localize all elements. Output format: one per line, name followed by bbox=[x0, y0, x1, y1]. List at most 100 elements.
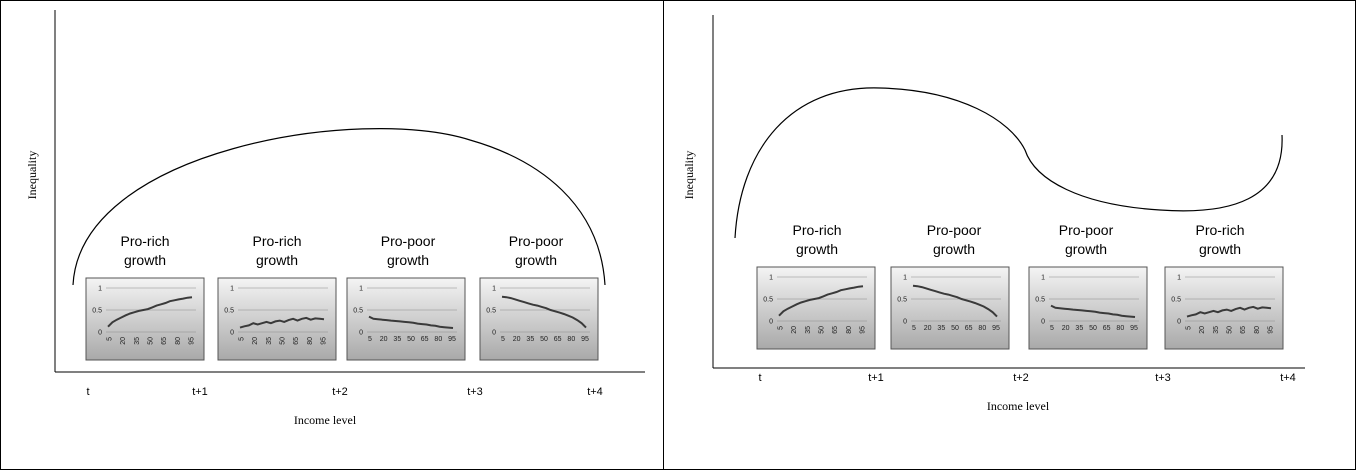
left-panel: Inequality Income level t t+1 t+2 t+3 t+… bbox=[25, 10, 645, 427]
x-axis-label: Income level bbox=[294, 413, 357, 427]
phase-label-3b: growth bbox=[1065, 241, 1107, 257]
mini-xtick-label: 80 bbox=[1254, 326, 1261, 334]
phase-label-4b: growth bbox=[1199, 241, 1241, 257]
mini-xtick-label: 95 bbox=[1268, 326, 1275, 334]
time-tick-t2: t+2 bbox=[1013, 372, 1029, 384]
mini-xtick-label: 20 bbox=[791, 326, 798, 334]
mini-series-line bbox=[239, 316, 325, 329]
phase-label-2b: growth bbox=[933, 241, 975, 257]
mini-xtick-label: 20 bbox=[120, 337, 127, 345]
mini-xtick-label: 35 bbox=[526, 336, 534, 343]
mini-ytick-label: 0 bbox=[1041, 319, 1045, 326]
mini-xtick-label: 95 bbox=[1130, 325, 1138, 332]
mini-xtick-label: 80 bbox=[567, 336, 575, 343]
phase-label-1b: growth bbox=[796, 241, 838, 257]
mini-xtick-label: 20 bbox=[1062, 325, 1070, 332]
mini-xtick-label: 5 bbox=[912, 325, 916, 332]
y-axis-label: Inequality bbox=[25, 151, 39, 200]
mini-ytick-label: 0.5 bbox=[1171, 297, 1181, 304]
mini-xtick-label: 35 bbox=[134, 337, 141, 345]
mini-ytick-label: 0.5 bbox=[1035, 297, 1045, 304]
mini-ytick-label: 0 bbox=[903, 319, 907, 326]
mini-xtick-label: 20 bbox=[1199, 326, 1206, 334]
mini-chart-box bbox=[1028, 266, 1148, 350]
mini-xtick-label: 95 bbox=[992, 325, 1000, 332]
time-tick-t4: t+4 bbox=[587, 386, 603, 398]
time-tick-t3: t+3 bbox=[1155, 372, 1171, 384]
mini-ytick-label: 0 bbox=[98, 330, 102, 337]
phase-label-2: Pro-rich bbox=[252, 233, 301, 249]
mini-chart: 10.505 20 35 50 65 80 95 bbox=[1164, 266, 1284, 350]
mini-xtick-label: 5 bbox=[1050, 325, 1054, 332]
mini-xtick-label: 5 bbox=[239, 337, 246, 341]
time-tick-t: t bbox=[758, 372, 761, 384]
mini-chart-box bbox=[890, 266, 1010, 350]
mini-series-line bbox=[1186, 305, 1272, 318]
time-tick-t2: t+2 bbox=[332, 386, 348, 398]
mini-xtick-label: 35 bbox=[937, 325, 945, 332]
mini-xtick-label: 80 bbox=[1116, 325, 1124, 332]
mini-xtick-label: 35 bbox=[1075, 325, 1083, 332]
mini-xtick-label: 50 bbox=[1227, 326, 1234, 334]
inequality-curve bbox=[72, 128, 606, 286]
mini-xtick-label: 65 bbox=[421, 336, 429, 343]
mini-xtick-label: 95 bbox=[860, 326, 867, 334]
mini-xtick-label: 65 bbox=[1103, 325, 1111, 332]
panel-divider bbox=[663, 0, 664, 470]
mini-xtick-label: 20 bbox=[380, 336, 388, 343]
mini-xtick-label: 20 bbox=[513, 336, 521, 343]
mini-chart: 10.505 20 35 50 65 80 95 bbox=[85, 277, 205, 361]
mini-xtick-label: 50 bbox=[280, 337, 287, 345]
mini-xtick-label: 50 bbox=[951, 325, 959, 332]
mini-xtick-label: 5 bbox=[368, 336, 372, 343]
mini-ytick-label: 1 bbox=[1041, 275, 1045, 282]
mini-xtick-label: 5 bbox=[1186, 326, 1193, 330]
mini-ytick-label: 1 bbox=[492, 286, 496, 293]
mini-ytick-label: 0.5 bbox=[353, 308, 363, 315]
phase-label-2: Pro-poor bbox=[927, 222, 982, 238]
mini-xtick-label: 35 bbox=[266, 337, 273, 345]
mini-series-line bbox=[778, 285, 864, 317]
mini-xtick-label: 35 bbox=[805, 326, 812, 334]
mini-xtick-label: 80 bbox=[307, 337, 314, 345]
time-tick-t: t bbox=[86, 386, 89, 398]
inequality-curve bbox=[734, 87, 1283, 239]
y-axis-label: Inequality bbox=[682, 151, 696, 200]
phase-label-1b: growth bbox=[124, 252, 166, 268]
mini-xtick-label: 95 bbox=[321, 337, 328, 345]
phase-label-3: Pro-poor bbox=[381, 233, 436, 249]
mini-xtick-label: 95 bbox=[581, 336, 589, 343]
mini-xtick-label: 65 bbox=[965, 325, 973, 332]
mini-ytick-label: 1 bbox=[903, 275, 907, 282]
mini-ytick-label: 0.5 bbox=[224, 308, 234, 315]
x-axis-label: Income level bbox=[987, 399, 1050, 413]
mini-series-line bbox=[107, 296, 193, 328]
mini-chart: 10.505 20 35 50 65 80 95 bbox=[479, 277, 599, 361]
mini-series-line bbox=[501, 295, 587, 329]
mini-xtick-label: 35 bbox=[393, 336, 401, 343]
mini-xtick-label: 65 bbox=[832, 326, 839, 334]
mini-chart-box bbox=[756, 266, 876, 350]
mini-chart-box bbox=[85, 277, 205, 361]
mini-series-line bbox=[368, 315, 454, 329]
mini-xtick-label: 5 bbox=[107, 337, 114, 341]
mini-xtick-label: 65 bbox=[1240, 326, 1247, 334]
mini-chart-box bbox=[479, 277, 599, 361]
mini-xtick-label: 50 bbox=[148, 337, 155, 345]
mini-chart: 10.505 20 35 50 65 80 95 bbox=[890, 266, 1010, 350]
phase-label-2b: growth bbox=[256, 252, 298, 268]
mini-xtick-label: 65 bbox=[293, 337, 300, 345]
mini-ytick-label: 1 bbox=[769, 275, 773, 282]
time-tick-t4: t+4 bbox=[1280, 372, 1296, 384]
mini-series-line bbox=[912, 284, 998, 318]
mini-xtick-label: 20 bbox=[252, 337, 259, 345]
mini-xtick-label: 50 bbox=[407, 336, 415, 343]
mini-xtick-label: 50 bbox=[1089, 325, 1097, 332]
mini-ytick-label: 1 bbox=[98, 286, 102, 293]
mini-ytick-label: 1 bbox=[230, 286, 234, 293]
mini-xtick-label: 50 bbox=[819, 326, 826, 334]
mini-xtick-label: 80 bbox=[434, 336, 442, 343]
mini-ytick-label: 0 bbox=[230, 330, 234, 337]
mini-ytick-label: 0.5 bbox=[92, 308, 102, 315]
